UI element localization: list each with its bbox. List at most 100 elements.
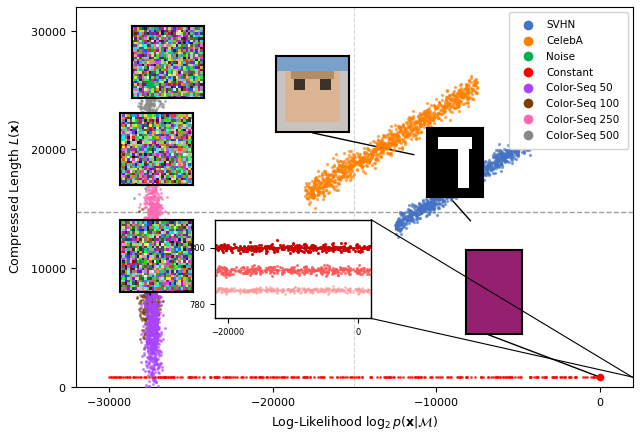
Point	[142, 165, 152, 172]
Point	[141, 268, 152, 276]
Point	[221, 374, 232, 381]
Point	[454, 99, 465, 106]
Point	[460, 173, 470, 180]
Point	[431, 95, 442, 102]
Point	[138, 323, 148, 330]
Point	[392, 227, 403, 234]
Point	[141, 101, 152, 108]
Point	[384, 140, 394, 147]
Point	[417, 117, 427, 124]
Point	[147, 348, 157, 355]
Point	[141, 135, 152, 142]
Point	[484, 159, 495, 166]
Point	[141, 374, 151, 381]
Point	[491, 160, 501, 167]
Point	[417, 198, 428, 205]
Point	[481, 170, 491, 177]
Point	[414, 207, 424, 214]
Point	[333, 175, 343, 182]
Point	[473, 169, 483, 176]
Point	[143, 94, 154, 101]
Point	[150, 133, 160, 140]
Point	[442, 93, 452, 100]
Point	[150, 127, 161, 134]
Point	[474, 165, 484, 172]
Point	[153, 332, 163, 339]
Point	[150, 293, 160, 300]
Point	[447, 95, 457, 102]
Point	[144, 323, 154, 330]
Point	[394, 128, 404, 135]
Point	[459, 187, 469, 194]
Point	[143, 254, 154, 261]
Point	[148, 230, 158, 237]
Point	[156, 204, 166, 211]
Point	[149, 81, 159, 88]
Point	[151, 204, 161, 211]
Point	[268, 374, 278, 381]
Point	[147, 114, 157, 121]
Point	[380, 141, 390, 148]
Point	[177, 374, 187, 381]
Point	[143, 264, 154, 271]
Point	[151, 302, 161, 309]
Point	[159, 143, 170, 150]
Point	[147, 285, 157, 292]
Point	[152, 256, 163, 263]
Point	[135, 159, 145, 166]
Point	[147, 251, 157, 258]
Point	[140, 291, 150, 298]
Point	[143, 222, 153, 229]
Point	[328, 185, 339, 192]
Point	[153, 244, 163, 251]
Point	[515, 139, 525, 146]
Point	[148, 187, 158, 194]
Point	[582, 374, 593, 381]
Point	[149, 352, 159, 359]
Point	[147, 312, 157, 319]
Point	[148, 276, 158, 283]
Point	[321, 183, 332, 190]
Point	[144, 302, 154, 309]
Point	[396, 230, 406, 237]
Point	[156, 201, 166, 208]
Point	[488, 159, 499, 166]
Point	[560, 374, 570, 381]
Point	[467, 169, 477, 176]
Point	[463, 77, 474, 84]
Point	[141, 302, 151, 309]
Point	[143, 206, 154, 213]
Point	[385, 140, 396, 147]
Point	[145, 355, 155, 362]
Point	[389, 122, 399, 129]
Point	[463, 180, 474, 187]
Point	[138, 128, 148, 135]
Point	[154, 241, 164, 248]
Point	[396, 212, 406, 219]
Point	[147, 302, 157, 309]
Point	[475, 166, 485, 173]
Point	[157, 256, 168, 263]
Point	[146, 113, 156, 120]
Point	[146, 208, 156, 215]
Point	[463, 86, 474, 93]
Point	[305, 184, 316, 191]
Point	[346, 156, 356, 163]
Point	[477, 168, 487, 175]
Point	[140, 288, 150, 295]
Point	[472, 166, 482, 173]
Point	[150, 82, 161, 89]
Point	[152, 332, 162, 339]
Point	[143, 304, 153, 311]
Point	[444, 190, 454, 197]
Point	[306, 188, 316, 195]
Point	[471, 170, 481, 177]
Point	[141, 85, 152, 92]
Point	[144, 306, 154, 313]
Point	[145, 196, 156, 203]
Point	[433, 111, 443, 118]
Point	[483, 164, 493, 171]
Point	[150, 144, 160, 151]
Point	[477, 169, 487, 176]
Point	[534, 121, 545, 128]
